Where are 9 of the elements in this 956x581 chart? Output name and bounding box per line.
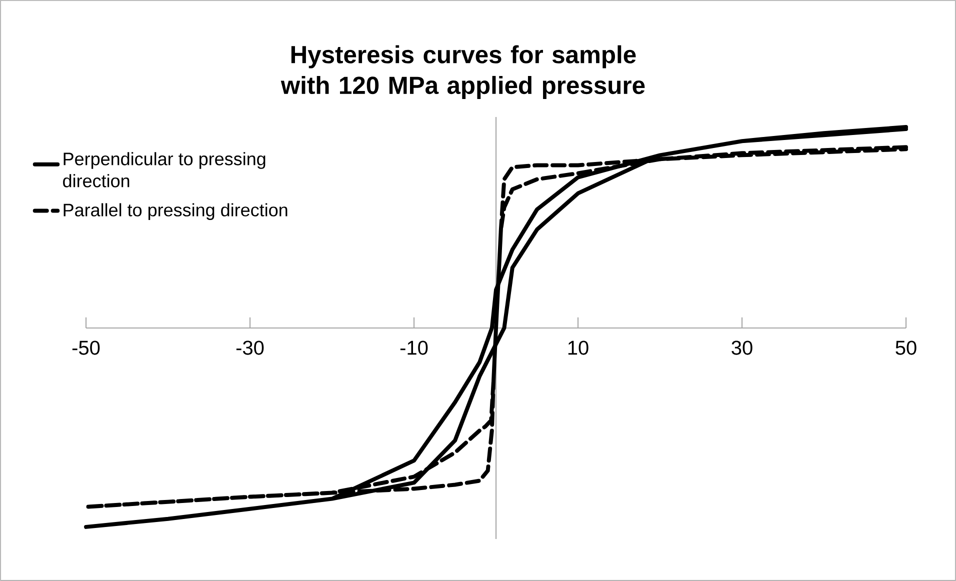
x-tick-label: 10 (568, 340, 588, 355)
x-tick-label: 50 (896, 340, 916, 355)
x-tick-label: -10 (400, 340, 428, 355)
legend-label: Parallel to pressing direction (64, 203, 288, 220)
chart-title: Hysteresis curves for sample with 120 MPa applied pressure (280, 45, 645, 99)
legend-label: Perpendicular to pressing direction (63, 152, 266, 188)
x-tick-label: 30 (732, 340, 752, 355)
x-tick-label: -50 (72, 340, 100, 355)
x-tick-label: -30 (236, 340, 264, 355)
